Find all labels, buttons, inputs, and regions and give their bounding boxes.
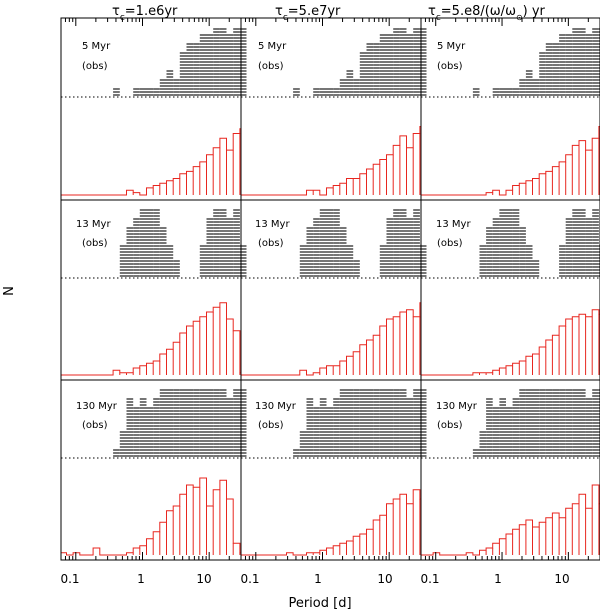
- panel-obs-label: (obs): [258, 238, 284, 249]
- model-histogram-line: [241, 489, 422, 556]
- panel-age-label: 5 Myr: [437, 41, 466, 52]
- x-tick-label: 10: [554, 572, 569, 586]
- histogram-marks: [60, 28, 600, 556]
- x-tick-label: 1: [494, 572, 502, 586]
- x-tick-labels: 0.1 1 10 0.1 1 10 0.1 1 10: [60, 572, 569, 586]
- panel-age-label: 130 Myr: [76, 401, 118, 412]
- model-histogram-line: [421, 126, 600, 196]
- model-histogram-line: [421, 309, 600, 376]
- panel-age-label: 130 Myr: [255, 401, 297, 412]
- x-tick-label: 10: [196, 572, 211, 586]
- panel-obs-label: (obs): [82, 238, 108, 249]
- panel-age-label: 13 Myr: [76, 219, 111, 230]
- panel-obs-label: (obs): [437, 238, 463, 249]
- x-tick-label: 1: [314, 572, 322, 586]
- x-tick-label: 1: [137, 572, 145, 586]
- x-tick-label: 0.1: [240, 572, 259, 586]
- panel-age-label: 13 Myr: [436, 219, 471, 230]
- column-title-1: τc=1.e6yr: [112, 4, 178, 23]
- x-tick-label: 0.1: [60, 572, 79, 586]
- panel-frames: [60, 17, 600, 561]
- panel-labels: 5 Myr (obs) 5 Myr (obs) 5 Myr (obs) 13 M…: [76, 41, 478, 431]
- outer-frame: [60, 17, 600, 561]
- x-axis-label: Period [d]: [288, 596, 351, 611]
- model-histogram-line: [60, 477, 242, 556]
- y-axis-label: N: [2, 286, 17, 296]
- panel-age-label: 5 Myr: [258, 41, 287, 52]
- panel-obs-label: (obs): [437, 61, 463, 72]
- x-tick-label: 10: [377, 572, 392, 586]
- panel-obs-label: (obs): [82, 61, 108, 72]
- model-histogram-line: [421, 484, 600, 556]
- panel-age-label: 13 Myr: [255, 219, 290, 230]
- panel-obs-label: (obs): [258, 420, 284, 431]
- panel-age-label: 5 Myr: [82, 41, 111, 52]
- panel-obs-label: (obs): [437, 420, 463, 431]
- model-histogram-line: [61, 128, 242, 196]
- model-histogram-line: [241, 126, 422, 196]
- x-tick-label: 0.1: [420, 572, 439, 586]
- panel-obs-label: (obs): [258, 61, 284, 72]
- model-histogram-line: [61, 302, 242, 376]
- model-histogram-line: [241, 302, 422, 376]
- panel-obs-label: (obs): [82, 420, 108, 431]
- panel-age-label: 130 Myr: [436, 401, 478, 412]
- column-title-3: τc=5.e8/(ω/ω⊙) yr: [428, 4, 546, 23]
